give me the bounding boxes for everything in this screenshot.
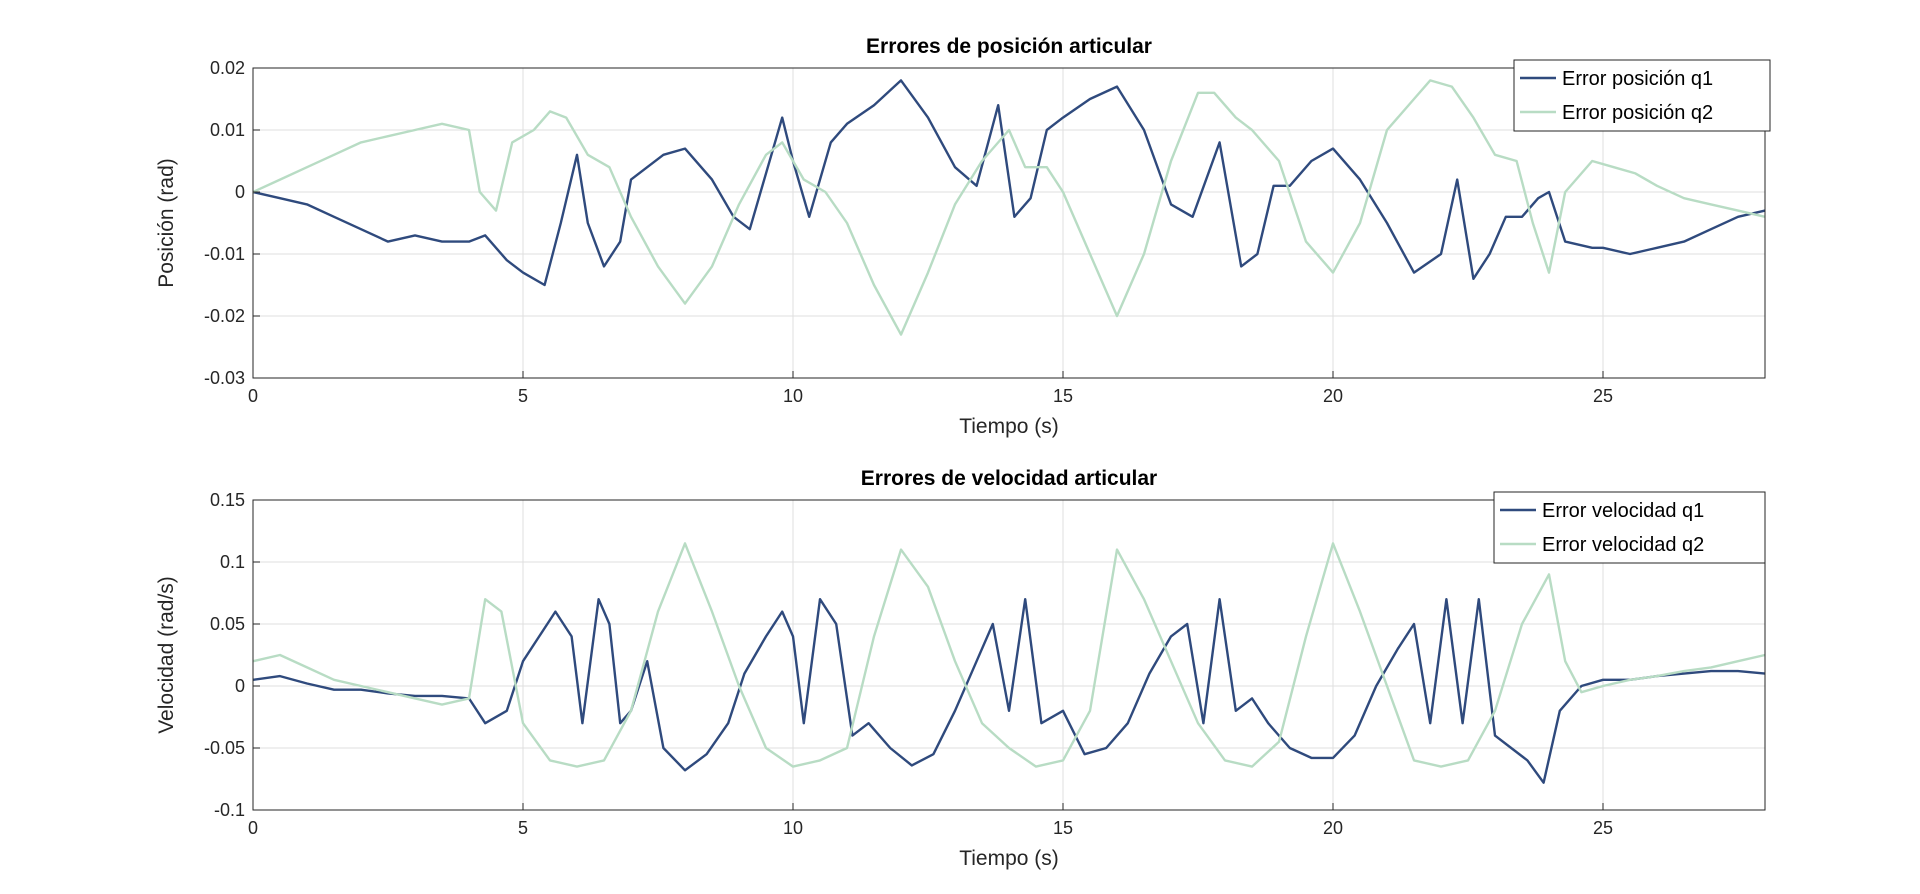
axes-frame xyxy=(252,67,1766,379)
legend-label-2: Error velocidad q2 xyxy=(1542,534,1704,556)
y-tick-label: 0.15 xyxy=(210,490,245,510)
x-axis-label: Tiempo (s) xyxy=(959,847,1059,870)
legend: Error velocidad q1 Error velocidad q2 xyxy=(1493,491,1766,564)
position-error-panel: 0 5 10 15 20 25 -0.03 -0.02 -0.01 0 0.01 0.02 Errore… xyxy=(155,35,1771,438)
series-line-2 xyxy=(252,79,1766,336)
y-axis-label: Posición (rad) xyxy=(155,158,178,288)
y-tick-label: 0.02 xyxy=(210,58,245,78)
x-tick-label: 10 xyxy=(783,386,803,406)
y-axis-label: Velocidad (rad/s) xyxy=(155,576,178,734)
x-tick-label: 5 xyxy=(518,818,528,838)
series-line-1 xyxy=(252,598,1766,784)
y-tick-label: 0 xyxy=(235,182,245,202)
y-tick-label: 0.01 xyxy=(210,120,245,140)
x-tick-label: 15 xyxy=(1053,818,1073,838)
series-line-1 xyxy=(252,79,1766,287)
x-tick-label: 10 xyxy=(783,818,803,838)
velocity-error-panel: 0 5 10 15 20 25 -0.1 -0.05 0 0.05 0.1 0.15 Errores d… xyxy=(155,467,1766,870)
y-tick-label: -0.01 xyxy=(204,244,245,264)
y-tick-label: 0.1 xyxy=(220,552,245,572)
series-line-2 xyxy=(252,542,1766,768)
y-tick-label: 0.05 xyxy=(210,614,245,634)
legend-label-2: Error posición q2 xyxy=(1562,102,1713,124)
x-tick-label: 20 xyxy=(1323,818,1343,838)
legend-box xyxy=(1493,491,1766,564)
x-tick-label: 20 xyxy=(1323,386,1343,406)
legend-label-1: Error posición q1 xyxy=(1562,68,1713,90)
legend-label-1: Error velocidad q1 xyxy=(1542,500,1704,522)
x-tick-label: 25 xyxy=(1593,386,1613,406)
y-tick-label: -0.05 xyxy=(204,738,245,758)
x-axis-label: Tiempo (s) xyxy=(959,415,1059,438)
chart-title: Errores de posición articular xyxy=(866,35,1152,58)
x-tick-label: 25 xyxy=(1593,818,1613,838)
chart-title: Errores de velocidad articular xyxy=(861,467,1157,490)
y-tick-label: -0.02 xyxy=(204,306,245,326)
plot-area xyxy=(253,68,1765,378)
legend-box xyxy=(1513,59,1771,132)
legend: Error posición q1 Error posición q2 xyxy=(1513,59,1771,132)
x-tick-label: 15 xyxy=(1053,386,1073,406)
y-tick-label: -0.03 xyxy=(204,368,245,388)
x-tick-label: 5 xyxy=(518,386,528,406)
x-tick-label: 0 xyxy=(248,818,258,838)
y-tick-label: 0 xyxy=(235,676,245,696)
axes-frame xyxy=(252,499,1766,811)
x-tick-label: 0 xyxy=(248,386,258,406)
y-tick-label: -0.1 xyxy=(214,800,245,820)
